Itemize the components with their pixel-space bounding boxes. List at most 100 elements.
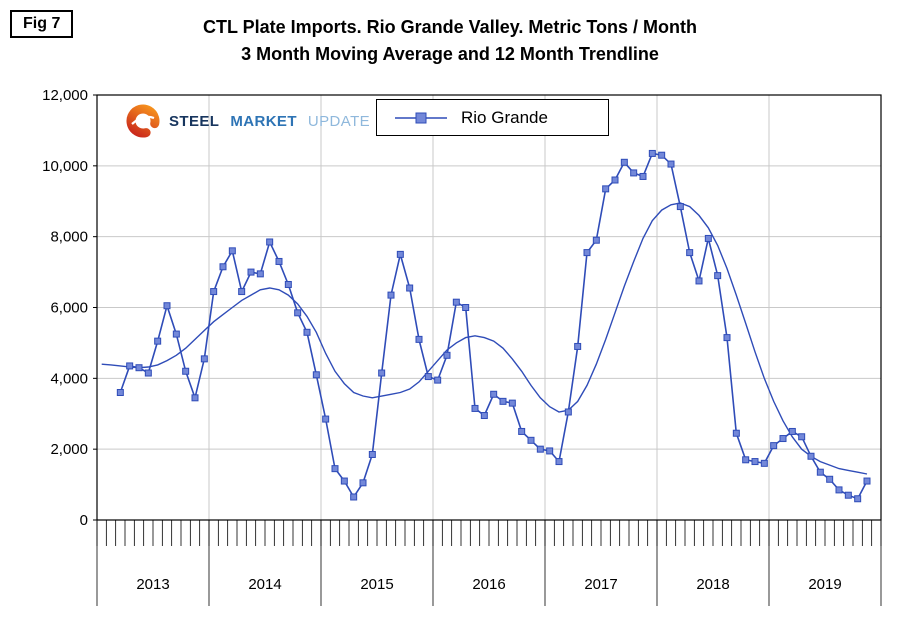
legend: Rio Grande bbox=[376, 99, 609, 136]
series-marker bbox=[191, 394, 199, 402]
series-marker bbox=[714, 272, 722, 280]
series-marker bbox=[518, 427, 526, 435]
series-marker bbox=[602, 185, 610, 193]
series-marker bbox=[639, 172, 647, 180]
gridlines bbox=[97, 95, 881, 520]
legend-marker-icon bbox=[395, 112, 447, 123]
series-marker bbox=[471, 404, 479, 412]
series-marker bbox=[695, 277, 703, 285]
series-marker bbox=[751, 458, 759, 466]
x-axis-year-label: 2018 bbox=[696, 576, 729, 593]
series-marker bbox=[135, 364, 143, 372]
series-marker bbox=[592, 236, 600, 244]
series-marker bbox=[443, 351, 451, 359]
series-rio-grande-line bbox=[119, 152, 868, 500]
series-rio-grande-markers bbox=[116, 149, 871, 503]
series-marker bbox=[163, 302, 171, 310]
chart-title: CTL Plate Imports. Rio Grande Valley. Me… bbox=[30, 14, 870, 68]
series-marker bbox=[723, 334, 731, 342]
y-axis-tick-label: 8,000 bbox=[50, 229, 88, 246]
series-marker bbox=[536, 445, 544, 453]
series-marker bbox=[256, 270, 264, 278]
series-marker bbox=[219, 263, 227, 271]
y-axis-tick-label: 10,000 bbox=[42, 158, 88, 175]
series-marker bbox=[172, 330, 180, 338]
y-axis: 0 2,000 4,000 6,000 8,000 10,000 12,000 bbox=[42, 87, 97, 529]
x-axis-year-label: 2015 bbox=[360, 576, 393, 593]
series-marker bbox=[434, 376, 442, 384]
series-marker bbox=[564, 408, 572, 416]
series-marker bbox=[340, 477, 348, 485]
series-marker bbox=[686, 249, 694, 257]
series-marker bbox=[732, 429, 740, 437]
series-marker bbox=[378, 369, 386, 377]
series-marker bbox=[396, 250, 404, 258]
series-marker bbox=[630, 169, 638, 177]
y-axis-tick-label: 4,000 bbox=[50, 370, 88, 387]
logo-word-steel: STEEL bbox=[169, 112, 220, 130]
series-marker bbox=[228, 247, 236, 255]
series-marker bbox=[294, 309, 302, 317]
series-marker bbox=[779, 435, 787, 443]
x-axis-year-label: 2013 bbox=[136, 576, 169, 593]
chart-title-line1: CTL Plate Imports. Rio Grande Valley. Me… bbox=[202, 17, 698, 37]
series-marker bbox=[835, 486, 843, 494]
series-marker bbox=[583, 249, 591, 257]
figure-label: Fig 7 bbox=[10, 10, 74, 38]
y-axis-tick-label: 12,000 bbox=[42, 87, 88, 104]
logo-word-update: UPDATE bbox=[307, 112, 371, 130]
series-marker bbox=[238, 288, 246, 296]
series-marker bbox=[546, 447, 554, 455]
series-marker bbox=[798, 433, 806, 441]
series-marker bbox=[312, 371, 320, 379]
x-axis-year-label: 2017 bbox=[584, 576, 617, 593]
series-marker bbox=[126, 362, 134, 370]
series-marker bbox=[555, 458, 563, 466]
series-marker bbox=[854, 495, 862, 503]
series-marker bbox=[620, 158, 628, 166]
y-axis-tick-label: 0 bbox=[80, 512, 88, 529]
series-marker bbox=[144, 369, 152, 377]
series-marker bbox=[452, 298, 460, 306]
series-marker bbox=[844, 491, 852, 499]
series-marker bbox=[770, 442, 778, 450]
series-marker bbox=[275, 257, 283, 265]
series-marker bbox=[331, 465, 339, 473]
series-marker bbox=[322, 415, 330, 423]
series-marker bbox=[788, 427, 796, 435]
series-marker bbox=[704, 234, 712, 242]
series-marker bbox=[303, 328, 311, 336]
series-marker bbox=[527, 436, 535, 444]
series-marker bbox=[508, 399, 516, 407]
series-marker bbox=[611, 176, 619, 184]
series-marker bbox=[247, 268, 255, 276]
trendline-12-month bbox=[101, 202, 868, 475]
series-marker bbox=[480, 412, 488, 420]
series-marker bbox=[826, 475, 834, 483]
logo-swirl-icon bbox=[126, 104, 160, 138]
series-marker bbox=[807, 452, 815, 460]
series-marker bbox=[387, 291, 395, 299]
legend-label: Rio Grande bbox=[461, 107, 548, 127]
series-marker bbox=[676, 203, 684, 211]
series-marker bbox=[350, 493, 358, 501]
series-marker bbox=[742, 456, 750, 464]
y-axis-tick-label: 6,000 bbox=[50, 300, 88, 317]
x-axis-year-label: 2016 bbox=[472, 576, 505, 593]
x-axis-year-label: 2019 bbox=[808, 576, 841, 593]
series-marker bbox=[760, 459, 768, 467]
series-marker bbox=[462, 304, 470, 311]
series-marker bbox=[116, 389, 124, 396]
series-marker bbox=[210, 288, 218, 296]
series-marker bbox=[424, 373, 432, 381]
series-marker bbox=[284, 280, 292, 288]
series-marker bbox=[415, 335, 423, 343]
chart-title-line2: 3 Month Moving Average and 12 Month Tren… bbox=[241, 44, 659, 64]
series-marker bbox=[406, 284, 414, 292]
series-marker bbox=[368, 450, 376, 458]
x-axis-year-label: 2014 bbox=[248, 576, 281, 593]
series-marker bbox=[490, 390, 498, 398]
logo-word-market: MARKET bbox=[230, 112, 297, 130]
